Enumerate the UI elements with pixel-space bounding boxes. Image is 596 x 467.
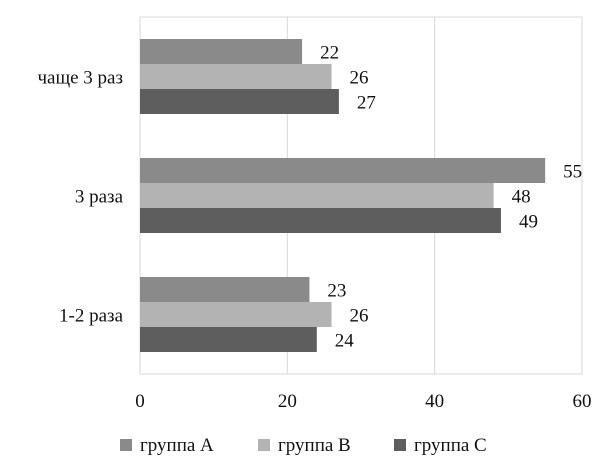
legend-item: группа А bbox=[120, 435, 214, 456]
legend-item: группа В bbox=[258, 435, 351, 456]
x-tick-label: 20 bbox=[278, 391, 297, 412]
x-tick-label: 60 bbox=[573, 391, 592, 412]
data-label: 23 bbox=[327, 281, 346, 302]
legend-item: группа С bbox=[394, 435, 487, 456]
bars bbox=[140, 39, 546, 352]
category-label: 1-2 раза bbox=[59, 306, 124, 327]
legend-label: группа С bbox=[414, 435, 487, 456]
category-axis: чаще 3 раз 3 раза 1-2 раза bbox=[38, 68, 124, 327]
bar bbox=[140, 89, 339, 114]
legend-swatch bbox=[258, 439, 270, 451]
data-label: 48 bbox=[512, 187, 531, 208]
bar bbox=[140, 64, 332, 89]
legend: группа А группа В группа С bbox=[120, 435, 487, 456]
legend-label: группа А bbox=[140, 435, 214, 456]
x-tick-label: 0 bbox=[135, 391, 145, 412]
x-tick-label: 40 bbox=[425, 391, 444, 412]
bar bbox=[140, 183, 494, 208]
data-label: 49 bbox=[519, 212, 538, 233]
bar bbox=[140, 302, 332, 327]
category-label: чаще 3 раз bbox=[38, 68, 124, 89]
bar bbox=[140, 208, 501, 233]
data-label: 22 bbox=[320, 43, 339, 64]
data-label: 26 bbox=[350, 68, 369, 89]
bar bbox=[140, 158, 546, 183]
data-label: 55 bbox=[563, 162, 582, 183]
bar bbox=[140, 39, 303, 64]
legend-label: группа В bbox=[278, 435, 351, 456]
data-label: 26 bbox=[350, 306, 369, 327]
legend-swatch bbox=[120, 439, 132, 451]
bar bbox=[140, 277, 310, 302]
bar bbox=[140, 327, 317, 352]
data-label: 24 bbox=[335, 331, 355, 352]
value-axis: 0 20 40 60 bbox=[135, 391, 591, 412]
category-label: 3 раза bbox=[75, 187, 124, 208]
data-label: 27 bbox=[357, 93, 376, 114]
legend-swatch bbox=[394, 439, 406, 451]
